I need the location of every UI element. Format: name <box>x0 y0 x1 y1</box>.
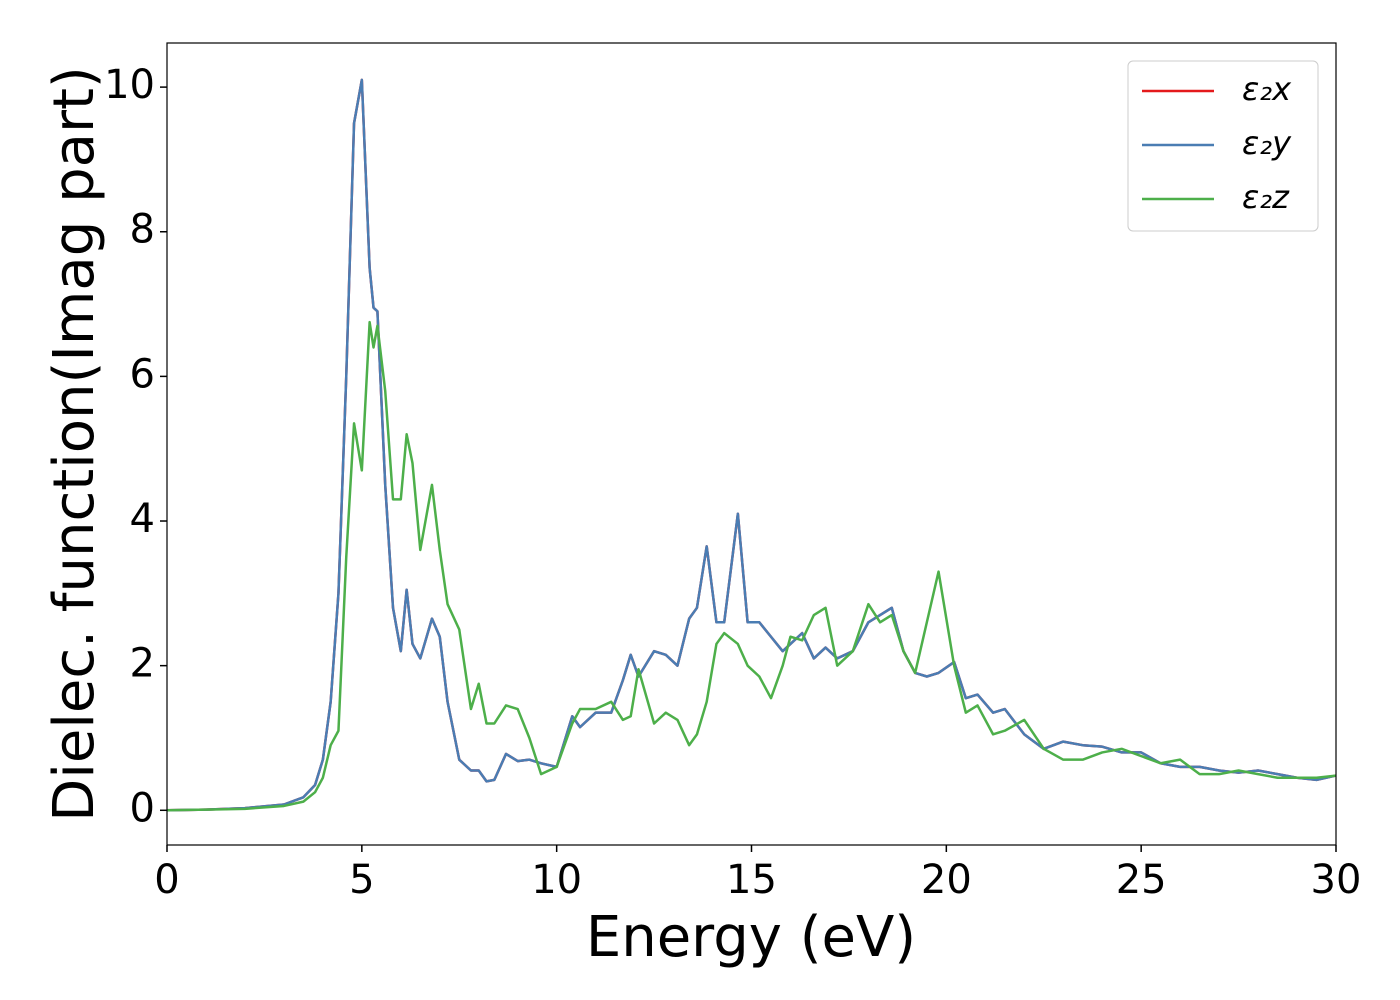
x-tick-label: 10 <box>531 857 582 903</box>
y-tick-label: 6 <box>130 351 155 397</box>
x-tick-label: 30 <box>1311 857 1362 903</box>
x-axis-label: Energy (eV) <box>586 905 916 970</box>
y-tick-label: 2 <box>130 641 155 687</box>
x-tick-label: 20 <box>921 857 972 903</box>
plot-frame <box>166 42 1337 846</box>
legend-box <box>1127 60 1319 232</box>
y-tick-label: 8 <box>130 207 155 253</box>
legend-label: ε₂z <box>1242 178 1290 216</box>
y-tick-label: 10 <box>104 62 155 108</box>
x-tick-label: 0 <box>154 857 179 903</box>
legend-label: ε₂y <box>1242 124 1292 162</box>
y-tick-label: 4 <box>130 496 155 542</box>
y-tick-label: 0 <box>130 785 155 831</box>
x-tick-label: 25 <box>1116 857 1167 903</box>
series-line <box>166 78 1337 812</box>
legend-label: ε₂x <box>1242 70 1292 108</box>
x-tick-label: 15 <box>726 857 777 903</box>
series-line <box>166 320 1337 812</box>
y-axis-label: Dielec. function(Imag part) <box>42 66 107 822</box>
x-tick-label: 5 <box>349 857 374 903</box>
